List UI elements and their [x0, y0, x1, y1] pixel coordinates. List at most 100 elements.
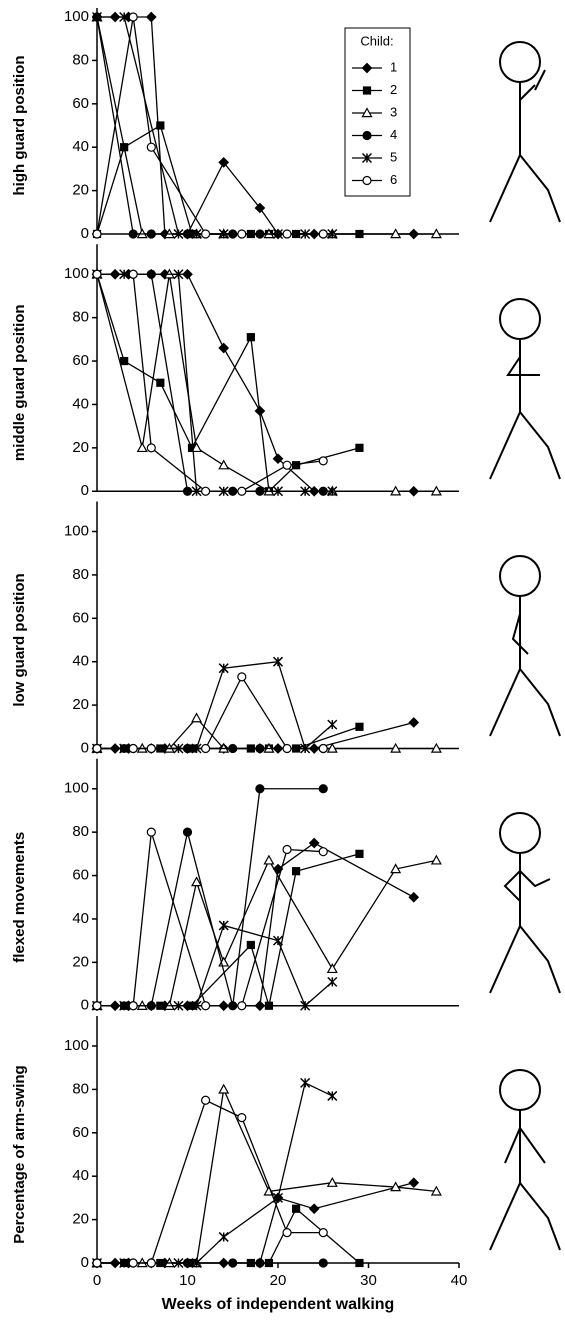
y-tick-label: 20 — [72, 1211, 89, 1228]
marker — [202, 745, 210, 753]
marker — [129, 1002, 137, 1010]
marker — [319, 848, 327, 856]
y-tick-label: 60 — [72, 867, 89, 884]
marker — [356, 444, 363, 451]
y-tick-label: 100 — [64, 780, 89, 797]
legend-marker — [363, 177, 371, 185]
marker — [293, 1205, 300, 1212]
y-tick-label: 100 — [64, 265, 89, 282]
marker — [293, 462, 300, 469]
figure-arm-swing — [490, 1070, 560, 1250]
marker — [238, 673, 246, 681]
marker — [409, 1178, 418, 1187]
marker — [293, 868, 300, 875]
marker — [283, 846, 291, 854]
x-tick-label: 30 — [360, 1272, 377, 1289]
series-line — [97, 1183, 414, 1263]
marker — [93, 230, 101, 238]
marker — [328, 1178, 337, 1186]
series-line — [97, 718, 436, 748]
x-axis-label: Weeks of independent walking — [162, 1296, 395, 1313]
marker — [319, 230, 327, 238]
marker — [129, 270, 137, 278]
marker — [183, 270, 192, 279]
marker — [356, 1260, 363, 1267]
y-tick-label: 40 — [72, 395, 89, 412]
marker — [202, 1096, 210, 1104]
y-tick-label: 60 — [72, 1124, 89, 1141]
y-tick-label: 40 — [72, 653, 89, 670]
y-tick-label: 20 — [72, 182, 89, 199]
legend-label: 6 — [390, 172, 397, 187]
marker — [256, 745, 264, 753]
marker — [147, 828, 155, 836]
marker — [157, 122, 164, 129]
marker — [319, 1259, 327, 1267]
legend-label: 1 — [390, 59, 397, 74]
legend-title: Child: — [360, 33, 393, 48]
y-tick-label: 60 — [72, 352, 89, 369]
y-tick-label: 40 — [72, 138, 89, 155]
y-tick-label: 40 — [72, 910, 89, 927]
series-line — [97, 843, 414, 1006]
series-line — [97, 677, 323, 749]
marker — [238, 230, 246, 238]
marker — [147, 13, 156, 22]
y-axis-label: flexed movements — [11, 832, 28, 963]
y-axis-label: high guard position — [11, 56, 28, 196]
y-tick-label: 0 — [81, 739, 89, 756]
marker — [265, 1002, 272, 1009]
marker — [319, 1229, 327, 1237]
marker — [219, 921, 228, 930]
marker — [184, 828, 192, 836]
marker — [147, 1259, 155, 1267]
legend-label: 2 — [390, 82, 397, 97]
marker — [93, 1002, 101, 1010]
y-axis-label: middle guard position — [11, 304, 28, 461]
marker — [310, 839, 319, 848]
series-line — [97, 17, 323, 234]
series-line — [97, 1100, 323, 1263]
marker — [247, 941, 254, 948]
marker — [264, 856, 273, 864]
series-line — [97, 17, 323, 234]
marker — [283, 1229, 291, 1237]
marker — [147, 230, 155, 238]
figure-middle-guard — [490, 299, 560, 479]
marker — [202, 487, 210, 495]
figure-low-guard — [490, 556, 560, 736]
series-line — [97, 662, 332, 749]
figure-high-guard — [490, 42, 560, 222]
legend-box — [345, 28, 410, 196]
marker — [283, 745, 291, 753]
y-tick-label: 40 — [72, 1167, 89, 1184]
marker — [138, 443, 147, 451]
x-tick-label: 20 — [270, 1272, 287, 1289]
y-tick-label: 20 — [72, 953, 89, 970]
marker — [93, 270, 101, 278]
legend-marker — [363, 132, 371, 140]
marker — [93, 745, 101, 753]
y-tick-label: 20 — [72, 439, 89, 456]
marker — [328, 720, 337, 729]
marker — [310, 1204, 319, 1213]
marker — [93, 1259, 101, 1267]
marker — [328, 1091, 337, 1100]
x-tick-label: 10 — [179, 1272, 196, 1289]
marker — [301, 1078, 310, 1087]
series-line — [97, 126, 359, 235]
y-tick-label: 0 — [81, 225, 89, 242]
series-line — [97, 274, 436, 491]
marker — [238, 487, 246, 495]
marker — [319, 457, 327, 465]
marker — [202, 230, 210, 238]
marker — [238, 1114, 246, 1122]
marker — [147, 444, 155, 452]
marker — [328, 964, 337, 972]
marker — [432, 856, 441, 864]
y-tick-label: 0 — [81, 482, 89, 499]
x-tick-label: 0 — [93, 1272, 101, 1289]
legend-label: 3 — [390, 104, 397, 119]
y-tick-label: 60 — [72, 609, 89, 626]
marker — [157, 379, 164, 386]
